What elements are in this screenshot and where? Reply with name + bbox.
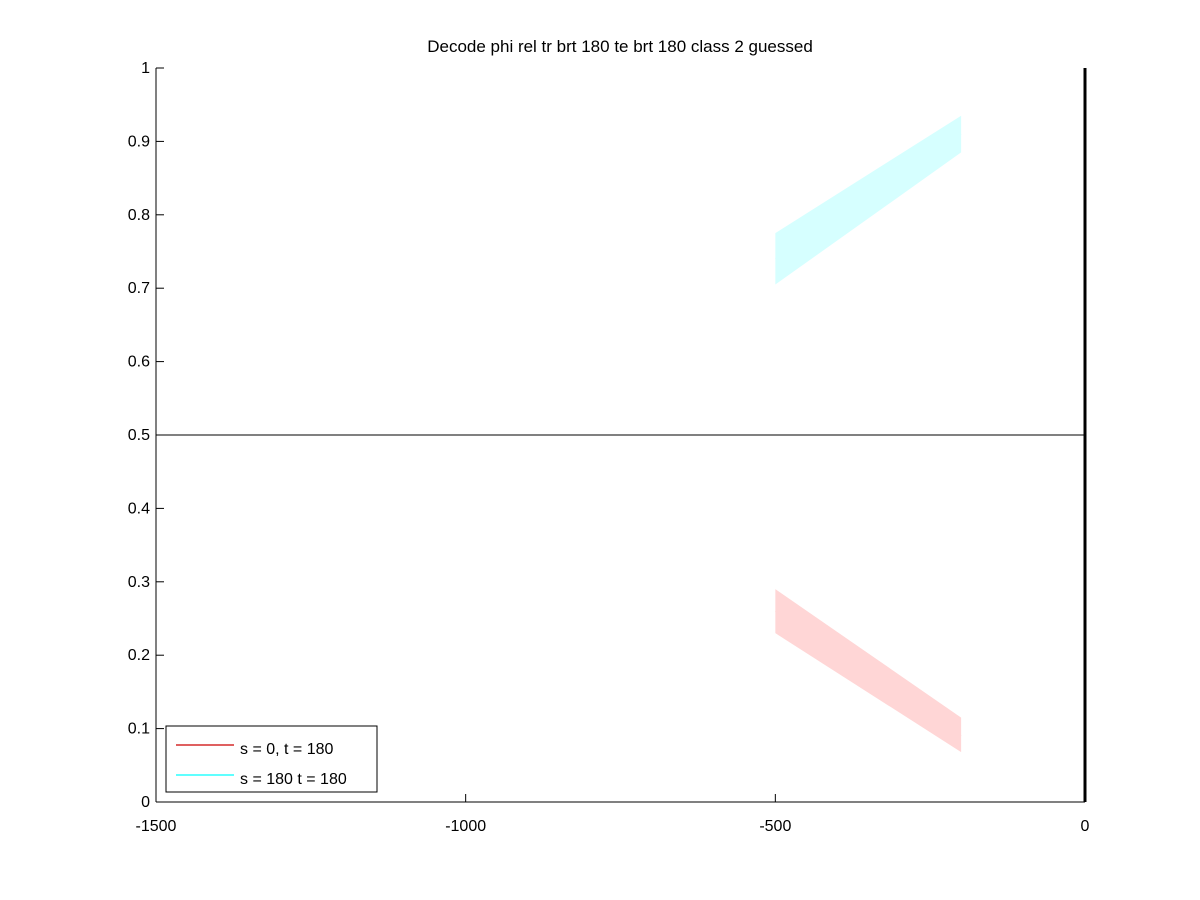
series-1-mean-line xyxy=(775,133,962,260)
y-tick-label: 0 xyxy=(141,794,150,811)
x-tick-label: -1500 xyxy=(136,818,177,835)
y-tick-label: 0.2 xyxy=(128,647,150,664)
series-0-mean-line xyxy=(775,610,962,737)
plot-area: 0 0.1 0.2 0.3 0.4 0.5 0.6 0.7 0.8 0.9 1 -1500 -1000 -… xyxy=(128,60,1090,835)
y-tick-label: 0.6 xyxy=(128,354,150,371)
series-0-band xyxy=(775,589,962,753)
y-tick-label: 0.9 xyxy=(128,133,150,150)
y-tick-label: 1 xyxy=(141,60,150,77)
x-tick-label: -1000 xyxy=(445,818,486,835)
y-tick-label: 0.4 xyxy=(128,500,150,517)
x-tick-label: 0 xyxy=(1081,818,1090,835)
legend-label-1: s = 180 t = 180 xyxy=(240,771,347,788)
y-tick-label: 0.7 xyxy=(128,280,150,297)
y-tick-label: 0.1 xyxy=(128,721,150,738)
y-tick-label: 0.3 xyxy=(128,574,150,591)
legend-box xyxy=(165,725,378,793)
y-tick-label: 0.5 xyxy=(128,427,150,444)
chart-title: Decode phi rel tr brt 180 te brt 180 cla… xyxy=(427,37,813,56)
legend-label-0: s = 0, t = 180 xyxy=(240,741,334,758)
x-tick-label: -500 xyxy=(759,818,791,835)
y-tick-label: 0.8 xyxy=(128,207,150,224)
series-1-band xyxy=(775,115,962,285)
